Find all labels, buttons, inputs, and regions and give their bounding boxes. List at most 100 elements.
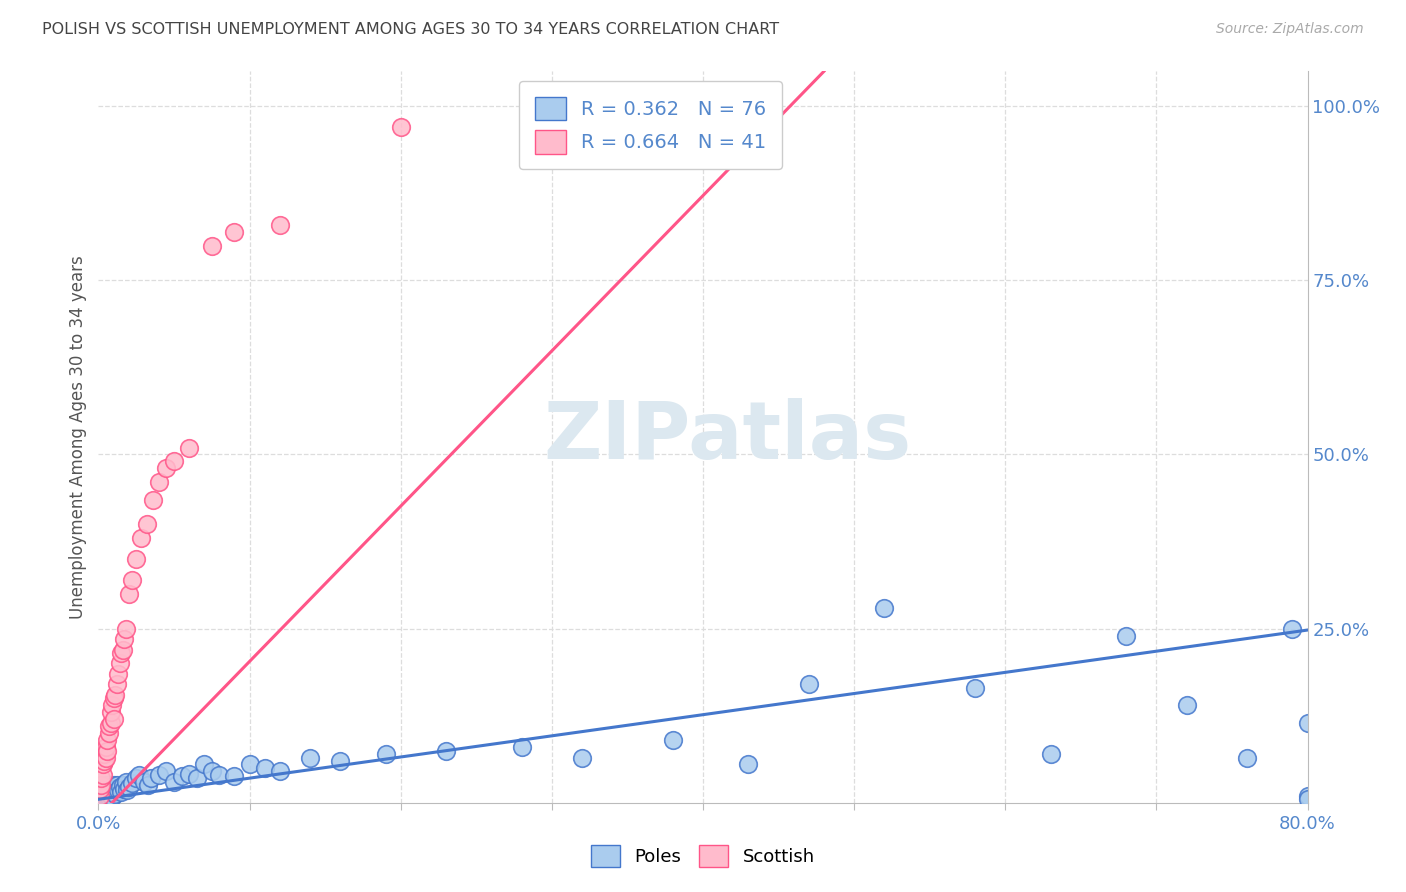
Point bbox=[121, 776, 143, 790]
Point bbox=[96, 789, 118, 803]
Point bbox=[118, 780, 141, 795]
Point bbox=[112, 632, 135, 646]
Point bbox=[103, 691, 125, 706]
Point bbox=[193, 757, 215, 772]
Point bbox=[135, 517, 157, 532]
Point bbox=[148, 768, 170, 782]
Point bbox=[100, 789, 122, 803]
Point bbox=[108, 657, 131, 671]
Point bbox=[179, 766, 201, 780]
Point bbox=[269, 218, 291, 232]
Point bbox=[208, 768, 231, 782]
Text: Source: ZipAtlas.com: Source: ZipAtlas.com bbox=[1216, 22, 1364, 37]
Point bbox=[186, 772, 208, 786]
Point bbox=[1236, 750, 1258, 764]
Point bbox=[389, 120, 412, 134]
Point bbox=[90, 778, 112, 792]
Point bbox=[94, 785, 117, 799]
Point bbox=[239, 757, 262, 772]
Point bbox=[115, 783, 138, 797]
Point bbox=[98, 783, 121, 797]
Point bbox=[89, 781, 111, 796]
Point bbox=[1039, 747, 1062, 761]
Point bbox=[100, 781, 122, 796]
Point bbox=[93, 747, 115, 761]
Point bbox=[434, 743, 457, 757]
Point bbox=[1115, 629, 1137, 643]
Point bbox=[100, 785, 122, 799]
Point bbox=[101, 790, 124, 805]
Point bbox=[121, 573, 143, 587]
Point bbox=[103, 785, 125, 799]
Point bbox=[107, 667, 129, 681]
Point bbox=[98, 788, 121, 802]
Point bbox=[1296, 789, 1319, 803]
Point bbox=[108, 780, 131, 795]
Point bbox=[90, 789, 112, 803]
Point bbox=[93, 754, 115, 768]
Point bbox=[98, 790, 121, 805]
Point bbox=[91, 781, 114, 796]
Point bbox=[101, 698, 124, 713]
Point bbox=[125, 772, 148, 786]
Point bbox=[662, 733, 685, 747]
Point bbox=[98, 719, 121, 733]
Point bbox=[89, 790, 111, 805]
Point bbox=[201, 764, 224, 779]
Point bbox=[94, 790, 117, 805]
Legend: Poles, Scottish: Poles, Scottish bbox=[583, 838, 823, 874]
Point bbox=[100, 715, 122, 730]
Point bbox=[90, 772, 112, 786]
Point bbox=[253, 761, 276, 775]
Point bbox=[100, 705, 122, 719]
Point bbox=[101, 783, 124, 797]
Point bbox=[110, 785, 132, 799]
Point bbox=[155, 764, 177, 779]
Point bbox=[201, 238, 224, 252]
Text: ZIPatlas: ZIPatlas bbox=[543, 398, 911, 476]
Point bbox=[299, 750, 322, 764]
Point bbox=[94, 780, 117, 795]
Point bbox=[89, 789, 111, 803]
Point bbox=[118, 587, 141, 601]
Point bbox=[163, 775, 186, 789]
Point bbox=[136, 778, 159, 792]
Point bbox=[91, 768, 114, 782]
Point bbox=[797, 677, 820, 691]
Point bbox=[93, 783, 115, 797]
Point bbox=[179, 441, 201, 455]
Point bbox=[141, 772, 163, 786]
Point bbox=[374, 747, 396, 761]
Point bbox=[96, 785, 118, 799]
Point bbox=[128, 768, 150, 782]
Point bbox=[170, 769, 193, 783]
Point bbox=[107, 783, 129, 797]
Point bbox=[111, 778, 134, 792]
Point bbox=[224, 225, 246, 239]
Point bbox=[96, 733, 118, 747]
Point bbox=[873, 600, 896, 615]
Point bbox=[510, 740, 533, 755]
Point bbox=[90, 785, 112, 799]
Point bbox=[163, 454, 186, 468]
Point bbox=[90, 791, 112, 805]
Point bbox=[142, 492, 165, 507]
Point bbox=[1296, 792, 1319, 806]
Point bbox=[132, 775, 155, 789]
Point bbox=[1281, 622, 1303, 636]
Point bbox=[94, 750, 117, 764]
Point bbox=[155, 461, 177, 475]
Point bbox=[105, 778, 128, 792]
Point bbox=[93, 788, 115, 802]
Point bbox=[93, 792, 115, 806]
Point bbox=[571, 750, 593, 764]
Point bbox=[114, 775, 136, 789]
Point bbox=[1296, 715, 1319, 730]
Point bbox=[114, 622, 136, 636]
Point bbox=[104, 788, 127, 802]
Point bbox=[98, 726, 121, 740]
Point bbox=[737, 757, 759, 772]
Point bbox=[329, 754, 352, 768]
Point bbox=[104, 781, 127, 796]
Point bbox=[269, 764, 291, 779]
